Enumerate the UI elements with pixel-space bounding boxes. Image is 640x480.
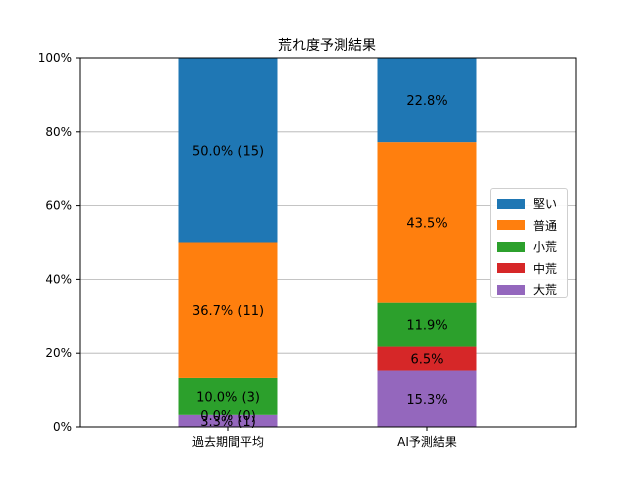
- bar-segment: [377, 58, 477, 143]
- y-tick-label: 80%: [45, 125, 72, 139]
- legend-label: 堅い: [533, 197, 558, 212]
- bar-segment: [178, 377, 278, 415]
- legend-label: 大荒: [533, 283, 558, 298]
- legend-item: 小荒: [497, 236, 567, 258]
- legend-item: 大荒: [497, 279, 567, 301]
- legend-swatch: [497, 241, 525, 252]
- legend: 堅い普通小荒中荒大荒: [490, 188, 568, 298]
- bar-segment: [377, 346, 477, 371]
- y-tick-label: 40%: [45, 272, 72, 286]
- legend-swatch: [497, 220, 525, 231]
- legend-label: 中荒: [533, 261, 558, 276]
- y-tick-label: 60%: [45, 199, 72, 213]
- legend-item: 堅い: [497, 193, 567, 215]
- legend-swatch: [497, 263, 525, 274]
- data-label: 6.5%: [410, 353, 443, 368]
- legend-swatch: [497, 198, 525, 209]
- data-label: 3.3% (1): [200, 415, 256, 430]
- bar-segment: [377, 142, 477, 303]
- plot-area-frame: [79, 57, 577, 428]
- y-tick-label: 20%: [45, 346, 72, 360]
- bar-segment: [178, 414, 278, 427]
- data-label: 0.0% (0): [200, 409, 256, 424]
- bar-segment: [178, 242, 278, 378]
- bar-segment: [377, 370, 477, 427]
- data-label: 10.0% (3): [196, 390, 260, 405]
- data-label: 50.0% (15): [192, 144, 264, 159]
- x-tick-label: 過去期間平均: [192, 435, 264, 449]
- bar-segment: [377, 302, 477, 347]
- data-label: 15.3%: [406, 393, 447, 408]
- data-label: 11.9%: [406, 319, 447, 334]
- legend-label: 普通: [533, 218, 558, 233]
- legend-item: 中荒: [497, 258, 567, 280]
- legend-label: 小荒: [533, 240, 558, 255]
- y-tick-label: 100%: [38, 51, 72, 65]
- bar-segment: [178, 58, 278, 243]
- data-label: 22.8%: [406, 94, 447, 109]
- data-label: 43.5%: [406, 216, 447, 231]
- x-tick-label: AI予測結果: [397, 435, 457, 449]
- legend-swatch: [497, 284, 525, 295]
- chart-title: 荒れ度予測結果: [278, 38, 376, 54]
- legend-item: 普通: [497, 215, 567, 237]
- y-tick-label: 0%: [53, 420, 72, 434]
- data-label: 36.7% (11): [192, 304, 264, 319]
